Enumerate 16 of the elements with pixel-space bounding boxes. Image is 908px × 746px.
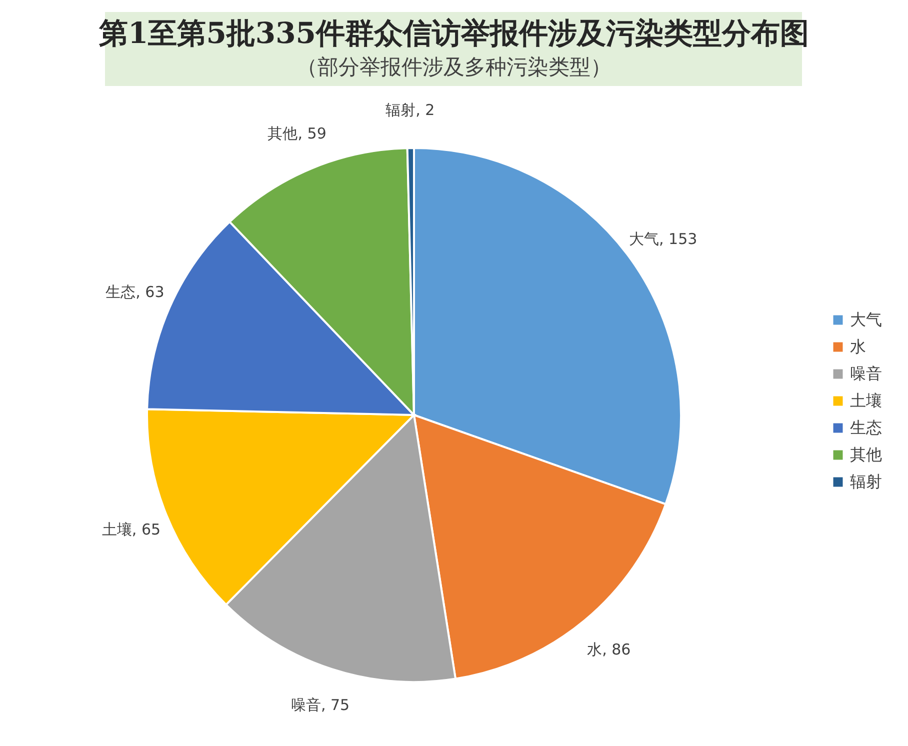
legend-label: 土壤 [850,391,882,410]
legend-label: 辐射 [850,472,882,491]
chart-subtitle: （部分举报件涉及多种污染类型） [296,55,612,79]
legend-label: 噪音 [850,364,882,383]
data-label: 其他, 59 [268,124,326,142]
data-label: 生态, 63 [106,282,164,301]
data-label: 噪音, 75 [290,696,350,714]
chart-title: 第1至第5批335件群众信访举报件涉及污染类型分布图 [98,16,809,50]
data-label: 水, 86 [587,640,631,659]
legend-label: 水 [850,337,866,356]
legend-label: 生态 [850,418,882,437]
data-label: 辐射, 2 [386,101,435,120]
legend-label: 大气 [850,310,882,329]
data-label: 土壤, 65 [102,520,161,538]
legend-label: 其他 [850,445,882,464]
data-label: 大气, 153 [628,230,698,248]
